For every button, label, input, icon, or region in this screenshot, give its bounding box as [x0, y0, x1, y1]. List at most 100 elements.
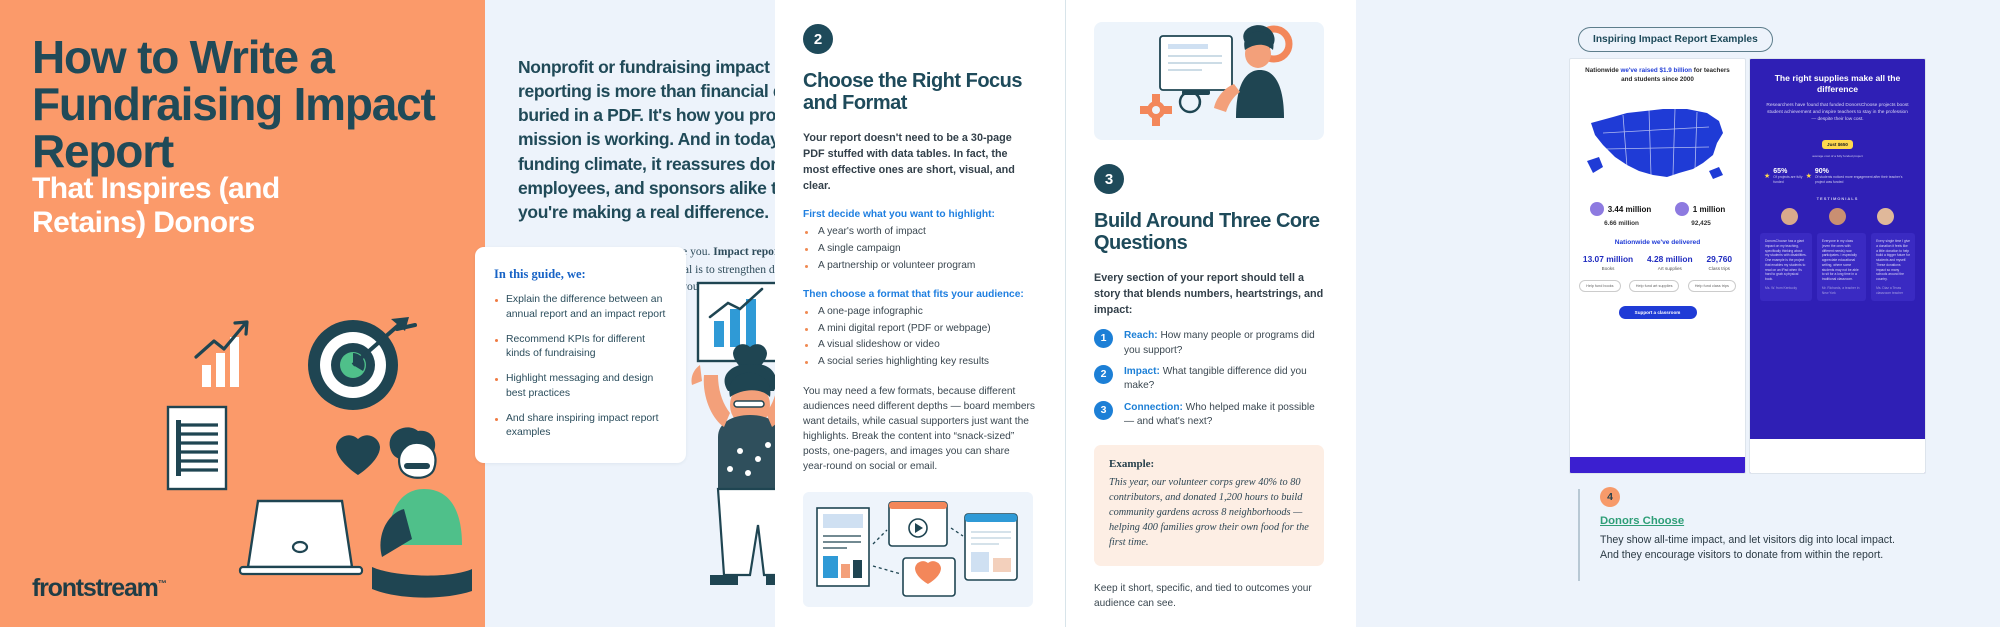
list-item: A social series highlighting key results — [803, 355, 1035, 370]
stat: ★ 65% Of projects are fully funded — [1764, 168, 1806, 184]
donors-choose-footnote: 4 Donors Choose They show all-time impac… — [1578, 487, 1930, 581]
examples-panel: Inspiring Impact Report Examples Nationw… — [1356, 0, 2000, 627]
step3-badge: 3 — [1094, 164, 1124, 194]
report-screenshot-supplies[interactable]: The right supplies make all the differen… — [1749, 58, 1926, 474]
footnote-text: They show all-time impact, and let visit… — [1600, 534, 1895, 562]
stat-value: 90% — [1814, 168, 1829, 176]
testimonial-card: DonorsChoose has a giant impact on my te… — [1760, 233, 1812, 302]
stat-label: Art supplies — [1657, 266, 1682, 271]
testimonial-cards: DonorsChoose has a giant impact on my te… — [1750, 233, 1925, 302]
question-number: 2 — [1094, 365, 1113, 385]
shot-b-stats: ★ 65% Of projects are fully funded ★ 90% O… — [1750, 168, 1925, 184]
stat: ★ 90% Of students noticed more engagement… — [1806, 168, 1911, 184]
stat-label: Books — [1601, 266, 1615, 271]
shot-a-stats-second: 6.66 million 92,425 — [1570, 216, 1745, 227]
core-questions-list: 1 Reach: How many people or programs did… — [1094, 329, 1326, 429]
frontstream-logo: frontstream™ — [32, 574, 167, 603]
report-screenshot-nationwide[interactable]: Nationwide we've raised $1.9 billion for… — [1569, 58, 1746, 474]
example-callout: Example: This year, our volunteer corps … — [1094, 445, 1324, 566]
avatar — [1674, 202, 1689, 216]
list-item: 3 Connection: Who helped make it possibl… — [1094, 400, 1326, 430]
list-item: Recommend KPIs for different kinds of fu… — [494, 333, 667, 363]
stat-value: 3.44 million — [1607, 204, 1652, 214]
list-item: A mini digital report (PDF or webpage) — [803, 322, 1035, 337]
shot-a-headline-highlight: we've raised $1.9 billion — [1618, 67, 1694, 74]
usa-map-icon — [1586, 108, 1723, 179]
list-item: A one-page infographic — [803, 305, 1035, 320]
list-item: A partnership or volunteer program — [803, 259, 1035, 274]
question-key: Connection: — [1124, 401, 1183, 413]
stat-label: Class trips — [1708, 266, 1730, 271]
star-icon: ★ — [1805, 173, 1812, 181]
testimonial-author: Ms. Diaz a Texas classroom teacher — [1876, 285, 1904, 295]
step2-heading: Choose the Right Focus and Format — [803, 70, 1023, 115]
usa-map — [1570, 84, 1745, 202]
chip[interactable]: Help fund art supplies — [1628, 280, 1680, 292]
hero-illustration — [166, 317, 472, 598]
stat-value: 13.07 million — [1582, 254, 1634, 264]
formats-graphic — [816, 501, 1018, 597]
testimonial-card: Every single time I give a donation it f… — [1871, 233, 1915, 302]
teamwork-illustration — [1094, 22, 1324, 140]
stat-value: 4.28 million — [1647, 254, 1693, 264]
testimonial-avatars — [1750, 208, 1925, 226]
stat-value: 29,760 — [1706, 254, 1733, 264]
step2-first-list: A year's worth of impact A single campai… — [803, 225, 1035, 273]
shot-a-stats-top: 3.44 million 1 million — [1570, 202, 1745, 216]
testimonial-text: Everyone in my class (even the ones with… — [1821, 239, 1859, 282]
stat-label: Of projects are fully funded — [1773, 175, 1803, 184]
chip[interactable]: Help fund class trips — [1687, 280, 1736, 292]
shot-b-paragraph: Researchers have found that funded Donor… — [1766, 103, 1909, 123]
question-number: 3 — [1094, 400, 1113, 420]
list-item: Explain the difference between an annual… — [494, 293, 667, 323]
list-item: 1 Reach: How many people or programs did… — [1094, 329, 1326, 358]
testimonial-text: Every single time I give a donation it f… — [1876, 239, 1911, 282]
testimonials-label: TESTIMONIALS — [1816, 196, 1859, 202]
shot-a-headline-pre: Nationwide — [1585, 67, 1619, 74]
guide-list: Explain the difference between an annual… — [494, 293, 667, 441]
money-badge: Just $650 — [1822, 140, 1853, 150]
step2-badge: 2 — [803, 24, 833, 54]
money-sub: average cost of a fully funded project — [1812, 154, 1863, 159]
chip[interactable]: Help fund books — [1579, 280, 1621, 292]
intro-lead: Nonprofit or fundraising impact reportin… — [518, 57, 836, 222]
step3-heading: Build Around Three Core Questions — [1094, 210, 1320, 255]
stat: 3.44 million — [1589, 202, 1652, 216]
teamwork-graphic — [1140, 25, 1293, 126]
intro-panel: Nonprofit or fundraising impact reportin… — [475, 0, 836, 627]
stat-value: 65% — [1773, 168, 1788, 176]
logo-tm: ™ — [157, 578, 167, 589]
logo-text: frontstream — [32, 574, 159, 602]
step3-panel: 3 Build Around Three Core Questions Ever… — [1066, 0, 1356, 627]
avatar — [1828, 208, 1846, 226]
testimonial-card: Everyone in my class (even the ones with… — [1816, 233, 1867, 302]
stat: 4.28 million Art supplies — [1647, 254, 1693, 271]
support-a-classroom-button[interactable]: Support a classroom — [1618, 306, 1697, 319]
avatar — [1589, 202, 1604, 216]
step2-body: Your report doesn't need to be a 30-page… — [803, 132, 1015, 192]
shot-a-headline: Nationwide we've raised $1.9 billion for… — [1570, 59, 1745, 84]
step2-label-then: Then choose a format that fits your audi… — [803, 288, 1024, 300]
stat-value: 92,425 — [1691, 220, 1711, 227]
stat: 13.07 million Books — [1583, 254, 1633, 271]
donors-choose-link[interactable]: Donors Choose — [1600, 515, 1685, 527]
stat-value: 1 million — [1692, 204, 1726, 214]
testimonial-text: DonorsChoose has a giant impact on my te… — [1765, 239, 1807, 282]
examples-pill-label: Inspiring Impact Report Examples — [1578, 27, 1773, 52]
shot-a-headline-post: for teachers and students since 2000 — [1621, 67, 1730, 83]
list-item: And share inspiring impact report exampl… — [494, 412, 667, 442]
question-key: Impact: — [1124, 366, 1160, 378]
list-item: Highlight messaging and design best prac… — [494, 372, 667, 402]
hero-panel: How to Write a Fundraising Impact Report… — [0, 0, 485, 627]
shot-a-chips: Help fund books Help fund art supplies H… — [1570, 280, 1745, 292]
testimonial-author: Mr. Richards, a teacher in New York — [1821, 285, 1860, 295]
money-label: $650 — [1837, 142, 1848, 148]
footnote-badge: 4 — [1600, 487, 1620, 507]
step2-label-first: First decide what you want to highlight: — [803, 209, 995, 221]
list-item: A year's worth of impact — [803, 225, 1035, 240]
money-prefix: Just — [1827, 142, 1837, 148]
question-number: 1 — [1094, 329, 1113, 349]
shot-b-headline: The right supplies make all the differen… — [1774, 73, 1901, 95]
stat: 29,760 Class trips — [1706, 254, 1732, 271]
question-text: Who helped make it possible — and what's… — [1124, 401, 1315, 428]
